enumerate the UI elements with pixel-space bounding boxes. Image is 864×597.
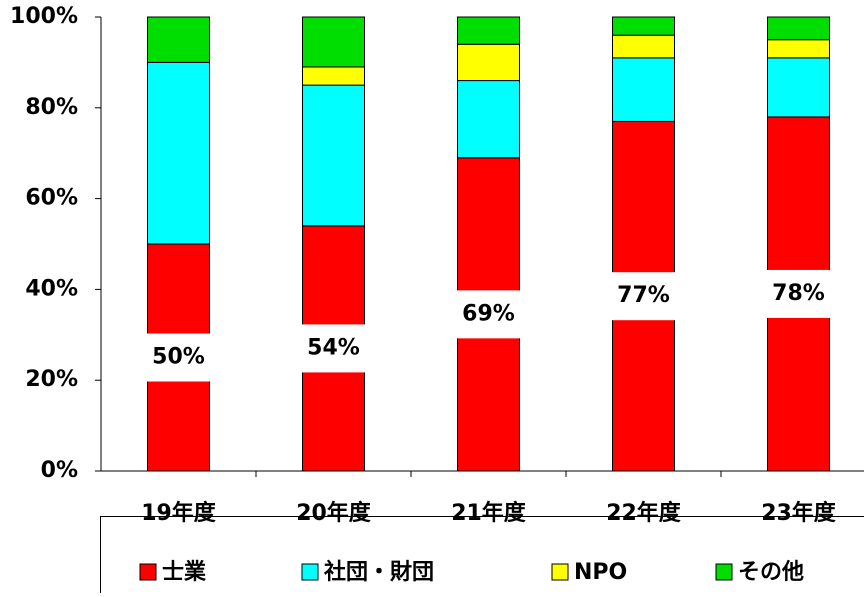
value-label: 77% <box>617 283 670 308</box>
legend-label: その他 <box>738 560 804 585</box>
x-tick-label: 23年度 <box>761 500 837 526</box>
bar-segment <box>148 62 210 244</box>
bar-segment <box>458 17 520 44</box>
bar-segment <box>768 58 830 117</box>
bar-segment <box>303 67 365 85</box>
legend-label: NPO <box>574 560 627 585</box>
x-tick-label: 20年度 <box>296 500 372 526</box>
bar-segment <box>768 17 830 40</box>
bar-segment <box>458 81 520 158</box>
x-tick-label: 22年度 <box>606 500 682 526</box>
value-label: 78% <box>772 281 825 306</box>
y-tick-label: 60% <box>25 186 78 211</box>
value-label: 69% <box>462 301 515 326</box>
value-label: 54% <box>307 335 360 360</box>
y-tick-label: 80% <box>25 95 78 120</box>
y-tick-label: 100% <box>10 4 78 29</box>
bar-segment <box>303 85 365 226</box>
x-tick-label: 21年度 <box>451 500 527 526</box>
y-tick-label: 40% <box>25 276 78 301</box>
legend-swatch <box>302 564 318 580</box>
legend-swatch <box>140 564 156 580</box>
bar-segment <box>613 17 675 35</box>
x-tick-label: 19年度 <box>141 500 217 526</box>
y-tick-label: 0% <box>41 458 78 483</box>
bar-segment <box>148 17 210 62</box>
bar-segment <box>613 35 675 58</box>
bar-segment <box>303 17 365 67</box>
y-tick-label: 20% <box>25 367 78 392</box>
bar-segment <box>458 44 520 80</box>
bar-segment <box>613 58 675 122</box>
legend-label: 社団・財団 <box>324 559 434 585</box>
legend-swatch <box>552 564 568 580</box>
legend-swatch <box>716 564 732 580</box>
bar-segment <box>768 40 830 58</box>
legend-label: 士業 <box>162 560 207 585</box>
value-label: 50% <box>152 345 205 370</box>
